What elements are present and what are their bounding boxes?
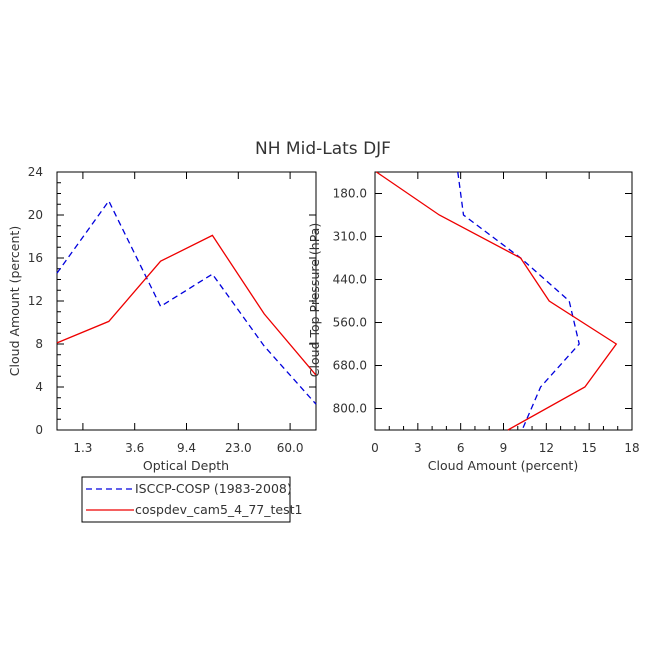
right-x-tick-label: 12 [539,441,554,455]
left-x-tick-label: 3.6 [125,441,144,455]
right-series-line-1 [376,171,618,431]
right-x-tick-label: 18 [624,441,639,455]
right-y-tick-label: 680.0 [333,359,367,373]
right-series-line-0 [457,171,580,431]
left-panel: 0 4 8 12 16 20 24 1.3 3.6 9.4 23.0 60.0 Optical Dep… [7,165,317,473]
left-x-tick-label: 1.3 [73,441,92,455]
left-y-tick-label: 8 [35,337,43,351]
right-panel: 0 3 6 9 12 15 18 180.0 310.0 440.0 560.0 680.0 800.0… [307,171,640,473]
right-y-axis-label: Cloud Top Pressure (hPa) [307,223,322,377]
right-y-tick-label: 180.0 [333,187,367,201]
left-series [56,199,317,405]
right-x-tick-label: 0 [371,441,379,455]
right-x-axis-label: Cloud Amount (percent) [428,458,578,473]
legend-label-cospdev: cospdev_cam5_4_77_test1 [135,502,302,517]
left-x-axis-label: Optical Depth [143,458,229,473]
right-x-tick-label: 15 [582,441,597,455]
right-x-tick-label: 9 [500,441,508,455]
left-y-tick-label: 16 [28,251,43,265]
legend-label-isccp: ISCCP-COSP (1983-2008) [135,481,292,496]
right-ticks: 0 3 6 9 12 15 18 180.0 310.0 440.0 560.0 680.0 800.0 [333,172,640,455]
left-ticks: 0 4 8 12 16 20 24 1.3 3.6 9.4 23.0 60.0 [28,165,316,455]
left-x-tick-label: 23.0 [225,441,252,455]
left-y-axis-label: Cloud Amount (percent) [7,226,22,376]
left-x-tick-label: 60.0 [277,441,304,455]
legend-box [81,476,291,523]
left-series-line-1 [56,234,317,376]
right-x-tick-label: 6 [457,441,465,455]
figure-title: NH Mid-Lats DJF [255,139,391,159]
left-y-tick-label: 20 [28,208,43,222]
right-y-tick-label: 310.0 [333,230,367,244]
left-y-tick-label: 0 [35,423,43,437]
left-plot-frame [56,171,317,431]
right-y-tick-label: 560.0 [333,316,367,330]
right-y-tick-label: 440.0 [333,273,367,287]
left-y-tick-label: 4 [35,380,43,394]
right-y-tick-label: 800.0 [333,402,367,416]
left-y-tick-label: 12 [28,294,43,308]
right-x-tick-label: 3 [414,441,422,455]
legend: ISCCP-COSP (1983-2008) cospdev_cam5_4_77… [81,476,302,523]
left-y-tick-label: 24 [28,165,43,179]
right-plot-frame [374,171,633,431]
left-series-line-0 [56,199,317,405]
right-series [376,171,618,431]
left-x-tick-label: 9.4 [177,441,196,455]
